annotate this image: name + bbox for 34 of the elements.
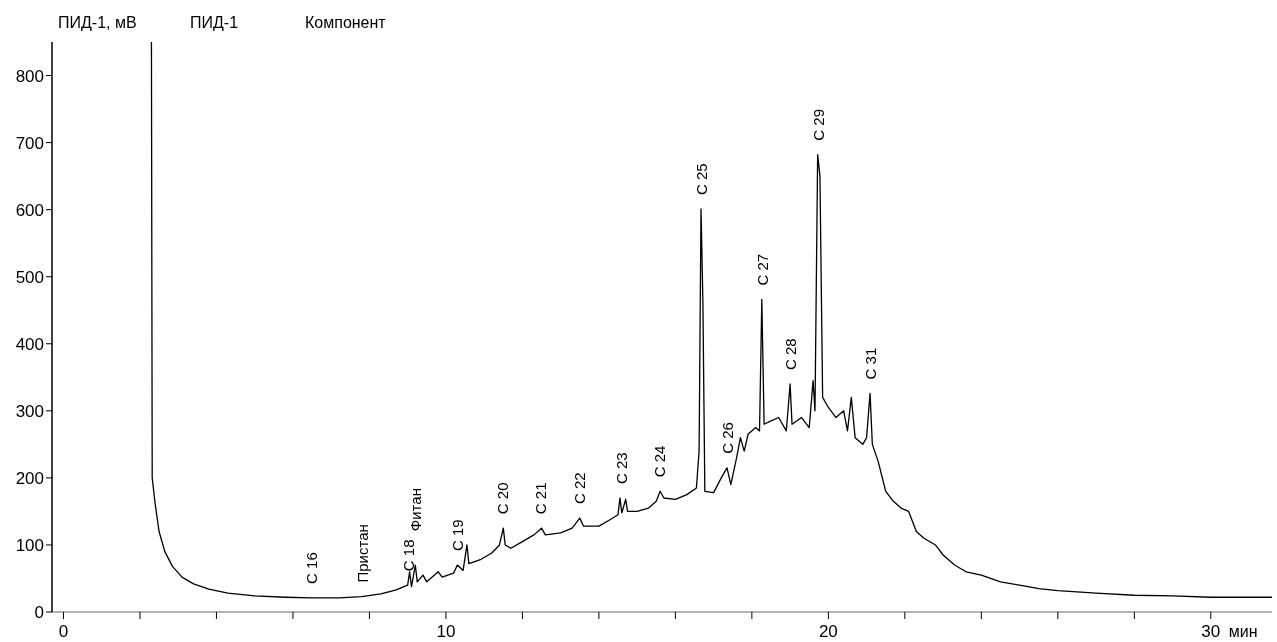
y-tick-label: 0	[34, 603, 44, 622]
y-tick-label: 600	[15, 200, 44, 220]
annotation: C 19	[449, 519, 467, 552]
annotation: Фитан	[406, 488, 424, 532]
x-tick-label: 20	[818, 622, 838, 641]
line-series	[150, 41, 1273, 599]
y-tick-label: 300	[15, 401, 44, 421]
annotation: C 27	[753, 253, 771, 286]
y-tick-label: 100	[15, 535, 44, 555]
annotation: C 25	[693, 163, 711, 195]
y-tick-label: 200	[15, 468, 44, 488]
y-axis-title: ПИД-1, мВ	[58, 14, 137, 31]
annotation: C 29	[809, 108, 827, 141]
y-tick-label: 500	[15, 267, 44, 287]
annotation: C 26	[719, 422, 737, 454]
annotation: C 22	[571, 472, 589, 505]
annotation: C 16	[302, 552, 320, 584]
x-tick-label: 0	[58, 622, 69, 641]
y-tick-label: 800	[15, 66, 44, 86]
annotation: Пристан	[353, 524, 371, 583]
annotation: C 31	[862, 347, 880, 380]
annotation: C 24	[651, 445, 669, 478]
text: ПИД-1	[190, 14, 239, 31]
annotation: C 23	[612, 452, 630, 484]
annotation: C 28	[782, 338, 800, 370]
y-tick-label: 700	[15, 133, 44, 153]
text: Компонент	[305, 14, 387, 31]
annotation: C 21	[531, 482, 549, 515]
x-axis-title: мин	[1228, 623, 1258, 640]
annotation: C 18	[399, 539, 417, 572]
y-tick-label: 400	[15, 334, 44, 354]
annotation: C 20	[493, 482, 511, 515]
x-tick-label: 30	[1201, 622, 1221, 641]
x-tick-label: 10	[436, 622, 456, 641]
